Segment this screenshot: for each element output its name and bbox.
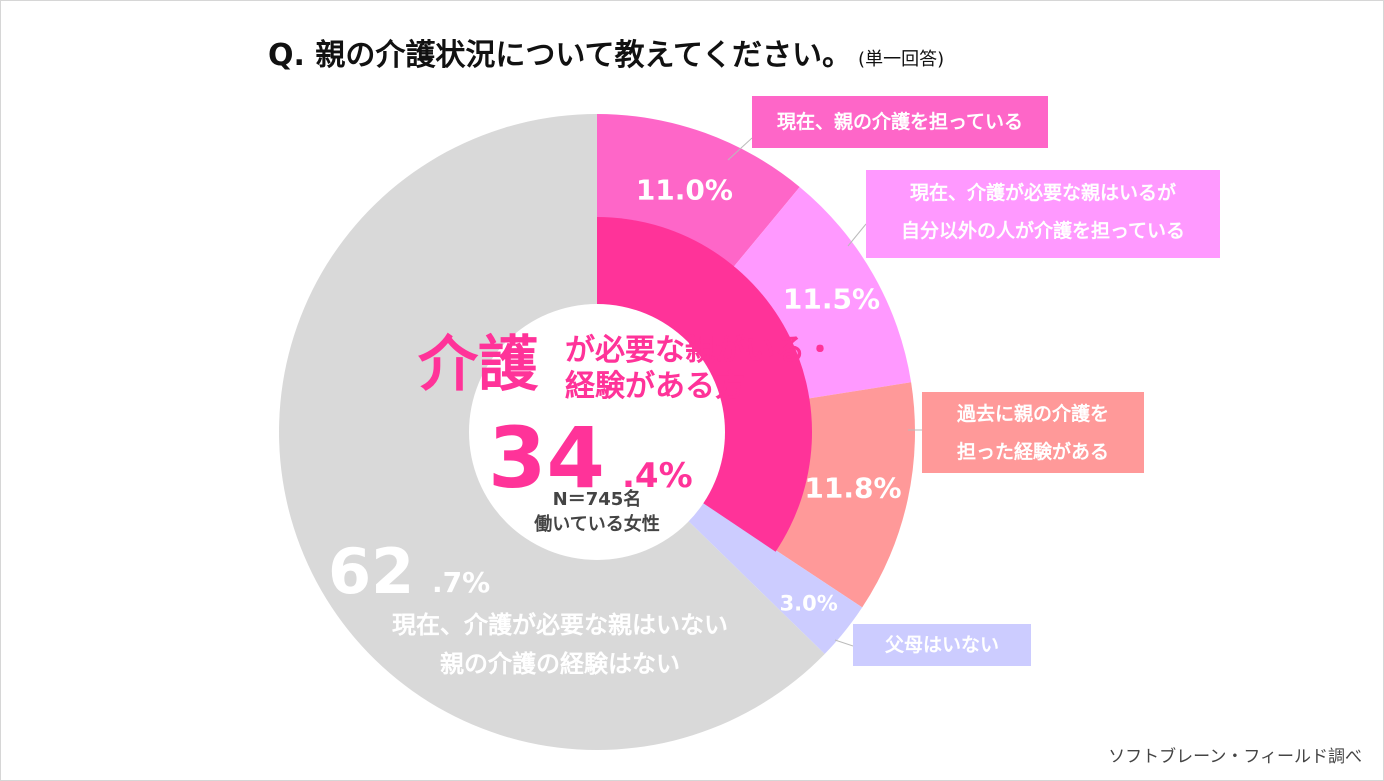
callout-past-caring: 過去に親の介護を 担った経験がある <box>922 392 1144 473</box>
title-question: Q. 親の介護状況について教えてください。 <box>268 38 853 73</box>
center-sample: N＝745名 <box>553 488 642 510</box>
center-value-dec: .4% <box>622 456 693 496</box>
center-respondents: 働いている女性 <box>533 513 659 535</box>
callout-caring-now: 現在、親の介護を担っている <box>752 96 1048 148</box>
leader-line-2 <box>847 223 867 247</box>
callout-others-caring: 現在、介護が必要な親はいるが 自分以外の人が介護を担っている <box>866 170 1220 258</box>
slice-value-label-3: 11.8% <box>804 472 901 505</box>
center-label-line2: 経験がある方 <box>565 369 745 404</box>
slice-value-label-2: 11.5% <box>783 282 880 315</box>
center-label-line1: が必要な親がいる・ <box>565 333 835 368</box>
callout-others-caring-line2: 自分以外の人が介護を担っている <box>900 220 1186 242</box>
gray-value-int: 62 <box>328 535 414 608</box>
leader-line-4 <box>834 639 854 647</box>
title-note: (単一回答) <box>858 49 945 70</box>
center-hole <box>469 304 725 560</box>
slice-value-label-1: 11.0% <box>636 173 733 206</box>
center-value-int: 34 <box>488 409 605 507</box>
leader-line-1 <box>727 137 753 161</box>
gray-label-line2: 親の介護の経験はない <box>440 650 680 678</box>
center-label-big: 介護 <box>418 330 539 400</box>
callout-others-caring-line1: 現在、介護が必要な親はいるが <box>909 182 1176 204</box>
callout-no-parents-text: 父母はいない <box>884 634 999 656</box>
callout-caring-now-text: 現在、親の介護を担っている <box>776 111 1024 133</box>
source-credit: ソフトブレーン・フィールド調べ <box>1108 747 1362 767</box>
gray-value-dec: .7% <box>432 566 490 599</box>
callout-past-caring-line2: 担った経験がある <box>956 441 1109 463</box>
chart-title: Q. 親の介護状況について教えてください。 (単一回答) <box>268 30 944 74</box>
callout-no-parents: 父母はいない <box>853 624 1031 666</box>
slice-value-label-4: 3.0% <box>780 591 838 615</box>
callout-past-caring-line1: 過去に親の介護を <box>956 403 1109 425</box>
gray-label-line1: 現在、介護が必要な親はいない <box>392 611 728 639</box>
